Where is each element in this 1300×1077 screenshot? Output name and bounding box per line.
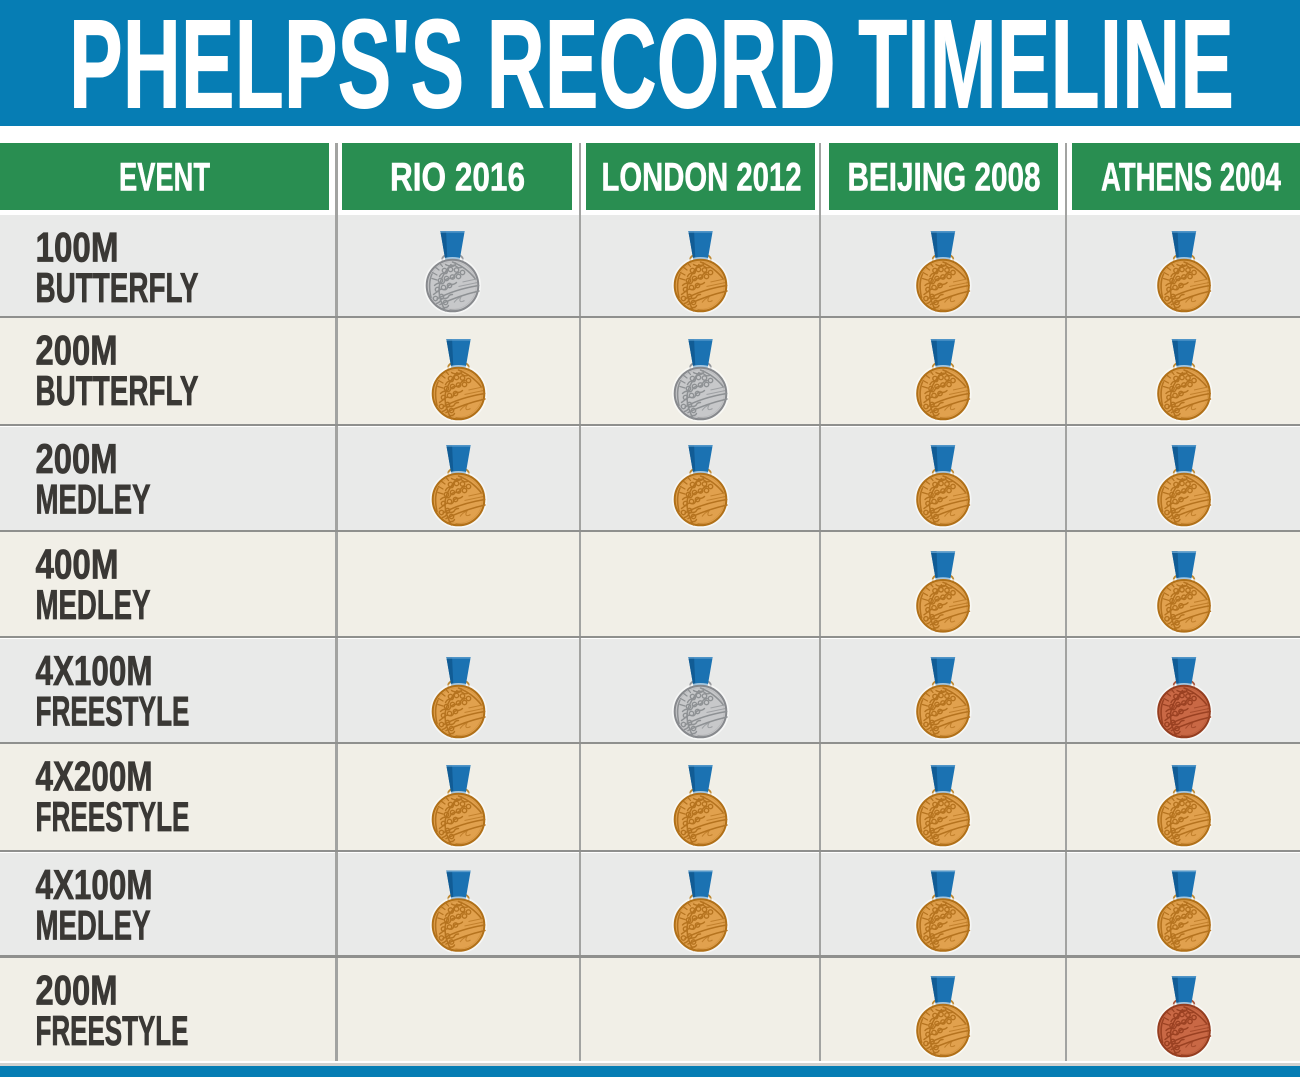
svg-text:200M: 200M [36, 327, 118, 374]
svg-text:FREESTYLE: FREESTYLE [36, 688, 190, 735]
svg-text:4X200M: 4X200M [36, 753, 153, 800]
svg-text:FREESTYLE: FREESTYLE [36, 1007, 189, 1054]
svg-text:100M: 100M [36, 224, 119, 271]
svg-text:BUTTERFLY: BUTTERFLY [36, 264, 199, 311]
svg-text:4X100M: 4X100M [36, 861, 153, 908]
svg-text:BUTTERFLY: BUTTERFLY [36, 367, 199, 414]
svg-text:FREESTYLE: FREESTYLE [36, 793, 190, 840]
svg-text:200M: 200M [36, 435, 118, 482]
svg-text:ATHENS 2004: ATHENS 2004 [1101, 155, 1282, 199]
svg-text:4X100M: 4X100M [36, 647, 153, 694]
svg-text:200M: 200M [36, 967, 118, 1014]
svg-text:400M: 400M [36, 541, 119, 588]
svg-text:EVENT: EVENT [119, 155, 210, 199]
svg-text:RIO 2016: RIO 2016 [390, 155, 525, 199]
svg-text:LONDON 2012: LONDON 2012 [602, 155, 802, 199]
svg-text:MEDLEY: MEDLEY [36, 902, 151, 949]
svg-text:BEIJING 2008: BEIJING 2008 [848, 155, 1041, 199]
svg-text:PHELPS'S RECORD TIMELINE: PHELPS'S RECORD TIMELINE [69, 0, 1234, 135]
svg-text:MEDLEY: MEDLEY [36, 476, 151, 523]
svg-text:MEDLEY: MEDLEY [36, 581, 151, 628]
